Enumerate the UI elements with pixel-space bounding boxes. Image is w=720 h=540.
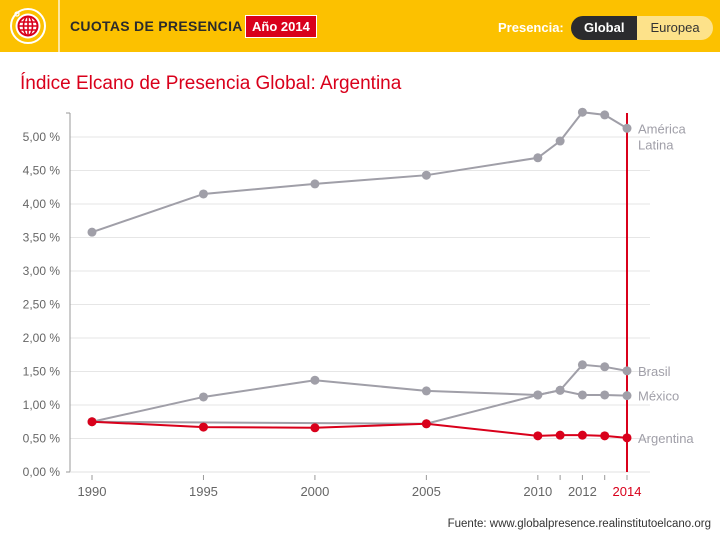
data-point-argentina (600, 431, 610, 441)
y-tick-label: 1,50 % (23, 365, 61, 379)
x-tick-label: 1990 (78, 484, 107, 499)
y-tick-label: 3,50 % (23, 231, 61, 245)
x-tick-label: 2000 (300, 484, 329, 499)
x-tick-label: 2012 (568, 484, 597, 499)
data-point-mexico (600, 390, 610, 400)
logo[interactable] (0, 0, 60, 52)
data-point-argentina (533, 431, 543, 441)
y-tick-label: 0,50 % (23, 432, 61, 446)
data-point-argentina (87, 417, 97, 427)
series-label-america-latina: América (638, 121, 686, 136)
data-point-brasil (600, 362, 610, 372)
data-point-america-latina (600, 110, 610, 120)
x-tick-label: 2005 (412, 484, 441, 499)
year-badge[interactable]: Año 2014 (245, 15, 317, 38)
data-point-america-latina (622, 123, 632, 133)
series-label-brasil: Brasil (638, 364, 671, 379)
series-label-mexico: México (638, 389, 679, 404)
data-point-brasil (577, 360, 587, 370)
data-point-argentina (310, 423, 320, 433)
data-point-america-latina (555, 136, 565, 146)
series-label-argentina: Argentina (638, 431, 694, 446)
data-point-mexico (310, 375, 320, 385)
x-tick-label: 2010 (523, 484, 552, 499)
presence-toggle: Global Europea (571, 16, 713, 40)
data-point-brasil (622, 366, 632, 376)
y-tick-label: 0,00 % (23, 465, 61, 479)
series-line-brasil (91, 363, 628, 425)
x-tick-label: 1995 (189, 484, 218, 499)
data-point-mexico (555, 385, 565, 395)
y-tick-label: 2,50 % (23, 298, 61, 312)
data-point-mexico (622, 391, 632, 401)
globe-icon (10, 8, 46, 44)
y-tick-label: 2,00 % (23, 331, 61, 345)
y-tick-label: 4,00 % (23, 197, 61, 211)
data-point-argentina (421, 419, 431, 429)
chart-title: Índice Elcano de Presencia Global: Argen… (20, 73, 402, 94)
toggle-europea[interactable]: Europea (637, 16, 713, 40)
data-point-america-latina (310, 179, 320, 189)
data-point-america-latina (577, 107, 587, 117)
data-point-america-latina (87, 227, 97, 237)
series-line-america-latina (91, 111, 628, 234)
x-tick-label: 2014 (613, 484, 642, 499)
data-point-argentina (622, 433, 632, 443)
data-point-america-latina (533, 153, 543, 163)
data-point-argentina (555, 430, 565, 440)
source-note: Fuente: www.globalpresence.realinstituto… (447, 518, 711, 530)
toggle-global[interactable]: Global (571, 16, 638, 40)
y-tick-label: 1,00 % (23, 398, 61, 412)
y-tick-label: 5,00 % (23, 130, 61, 144)
data-point-mexico (533, 390, 543, 400)
presence-label: Presencia: (498, 20, 564, 35)
y-tick-label: 4,50 % (23, 164, 61, 178)
data-point-america-latina (198, 189, 208, 199)
y-tick-label: 3,00 % (23, 264, 61, 278)
app-title: CUOTAS DE PRESENCIA (70, 18, 243, 34)
data-point-mexico (577, 390, 587, 400)
data-point-argentina (198, 422, 208, 432)
series-line-mexico (91, 379, 628, 423)
series-label-america-latina: Latina (638, 137, 674, 152)
data-point-america-latina (421, 170, 431, 180)
data-point-mexico (421, 386, 431, 396)
data-point-argentina (577, 430, 587, 440)
data-point-mexico (198, 392, 208, 402)
top-bar: CUOTAS DE PRESENCIA Año 2014 Presencia: … (0, 0, 720, 52)
